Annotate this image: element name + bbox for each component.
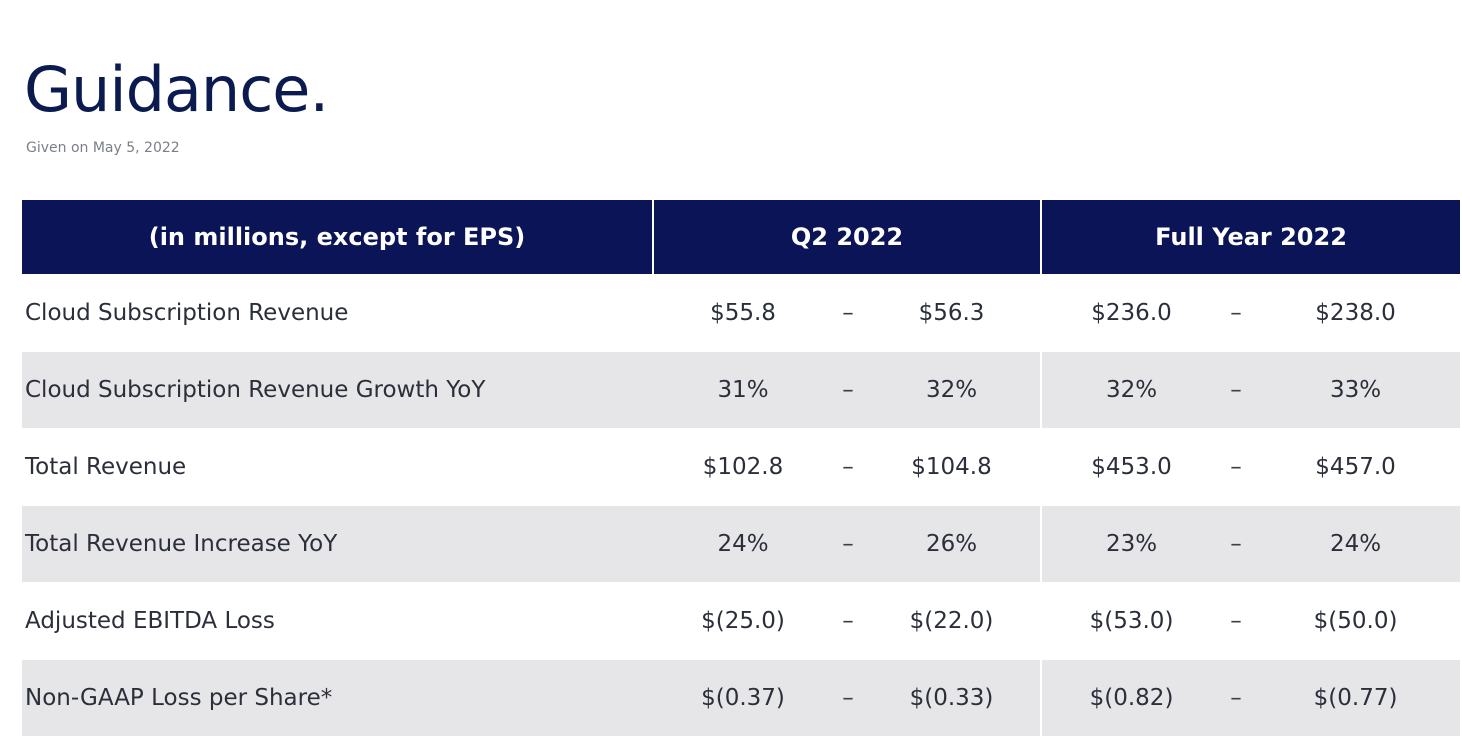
page-title: Guidance. [24,53,329,126]
q2-low-value: 31% [653,351,833,429]
header-full-year-2022: Full Year 2022 [1040,200,1461,275]
table-row: Total Revenue $102.8– $104.8 $453.0– $457.0 [22,428,1461,506]
table-row: Total Revenue Increase YoY 24% –26% 23% –24% [22,505,1461,583]
fy-low-value: $(0.82) [1040,659,1222,736]
q2-dash-separator: – [833,659,863,736]
table-header-row: (in millions, except for EPS) Q2 2022 Fu… [22,200,1461,275]
q2-low-value: $55.8 [653,274,833,352]
row-label: Adjusted EBITDA Loss [22,582,653,660]
fy-high-value: $(50.0) [1251,582,1461,660]
header-metric: (in millions, except for EPS) [22,200,653,275]
fy-dash-separator: – [1221,659,1252,736]
q2-low-value: 24% [653,505,833,583]
row-label: Total Revenue Increase YoY [22,505,653,583]
guidance-table: (in millions, except for EPS) Q2 2022 Fu… [22,200,1461,736]
q2-dash-separator: – [833,274,863,352]
q2-high-value: $(0.33) [863,659,1042,736]
row-label: Cloud Subscription Revenue [22,274,653,352]
fy-low-value: $236.0 [1040,274,1222,352]
table-row: Non-GAAP Loss per Share* $(0.37) – $(0.33) $… [22,659,1461,736]
fy-high-value: $(0.77) [1251,659,1461,736]
fy-low-value: $453.0 [1040,428,1222,506]
page-subtitle: Given on May 5, 2022 [26,140,180,156]
fy-dash-separator: – [1221,274,1252,352]
q2-low-value: $(25.0) [653,582,833,660]
fy-high-value: $238.0 [1251,274,1461,352]
row-label: Cloud Subscription Revenue Growth YoY [22,351,653,429]
fy-dash-separator: – [1221,582,1252,660]
q2-high-value: $104.8 [863,428,1042,506]
fy-low-value: 23% [1040,505,1222,583]
q2-low-value: $(0.37) [653,659,833,736]
fy-dash-separator: – [1221,351,1252,429]
q2-dash-separator: – [833,582,863,660]
fy-low-value: 32% [1040,351,1222,429]
table-row: Cloud Subscription Revenue Growth YoY 31%… [22,351,1461,429]
row-label: Total Revenue [22,428,653,506]
q2-dash-separator: – [833,351,863,429]
fy-high-value: 33% [1251,351,1461,429]
fy-high-value: $457.0 [1251,428,1461,506]
table-row: Cloud Subscription Revenue $55.8– $56.3 $23… [22,274,1461,352]
row-label: Non-GAAP Loss per Share* [22,659,653,736]
fy-dash-separator: – [1221,505,1252,583]
header-q2-2022: Q2 2022 [651,200,1042,275]
q2-high-value: 26% [863,505,1042,583]
q2-high-value: $56.3 [863,274,1042,352]
fy-dash-separator: – [1221,428,1252,506]
fy-low-value: $(53.0) [1040,582,1222,660]
q2-high-value: 32% [863,351,1042,429]
q2-high-value: $(22.0) [863,582,1042,660]
q2-dash-separator: – [833,505,863,583]
q2-dash-separator: – [833,428,863,506]
fy-high-value: 24% [1251,505,1461,583]
q2-low-value: $102.8 [653,428,833,506]
table-row: Adjusted EBITDA Loss $(25.0) – $(22.0) $(53.… [22,582,1461,660]
